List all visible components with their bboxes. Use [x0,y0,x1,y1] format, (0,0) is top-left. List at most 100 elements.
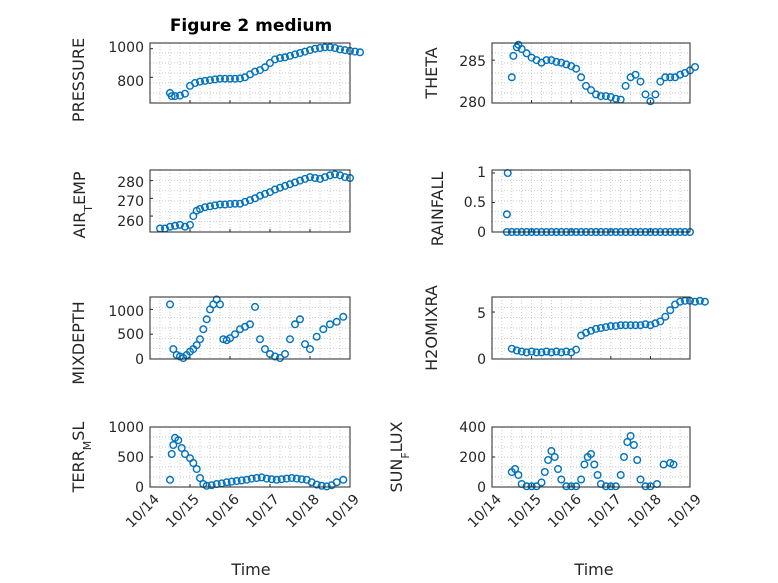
data-point [235,199,244,208]
panel-h2omixra: 0 5 H2OMIXRA [422,285,709,371]
data-point [170,221,179,230]
data-point [641,482,650,491]
y-axis-label: PRESSURE [69,38,88,122]
data-point [507,344,516,353]
data-point [532,348,541,357]
marks [165,43,365,101]
data-point [522,348,531,357]
x-axis-label-left: Time [230,560,270,579]
data-point [165,300,174,309]
data-point [661,312,670,321]
data-point [232,477,241,486]
marks [165,295,348,363]
y-axis-label: RAINFALL [428,172,447,247]
data-point [256,191,265,200]
data-point [623,438,632,447]
data-point [552,347,561,356]
data-point [580,460,589,469]
ytick-label: 0 [477,480,486,496]
data-point [646,321,655,330]
data-point [222,478,231,487]
data-point [601,482,610,491]
data-point [606,482,615,491]
data-point [322,482,331,491]
data-point [676,297,685,306]
data-point [286,51,295,60]
ylabel-subscript: M [81,441,94,451]
data-point [587,326,596,335]
data-point [691,297,700,306]
data-point [220,74,229,83]
data-point [317,481,326,490]
data-point [527,347,536,356]
data-point [250,67,259,76]
y-axis-label: AIRTEMP [70,171,95,238]
data-point [180,222,189,231]
y-axis-label: TERRMSL [69,422,94,494]
ylabel-rest: LUX [387,421,406,452]
data-point [199,325,208,334]
data-point [175,220,184,229]
data-point [527,482,536,491]
data-point [626,432,635,441]
y-axis-label: THETA [422,47,441,99]
ytick-label: 280 [459,95,486,111]
marks [155,170,355,233]
data-point [252,474,261,483]
data-point [177,444,186,453]
data-point [237,476,246,485]
data-point [547,447,556,456]
data-point [326,171,335,180]
data-point [592,324,601,333]
data-point [276,183,285,192]
data-point [656,77,665,86]
data-point [271,55,280,64]
xtick-label: 10/16 [545,491,585,531]
data-point [190,78,199,87]
data-point [542,56,551,65]
data-point [550,453,559,462]
data-point [180,450,189,459]
data-point [577,475,586,484]
data-point [636,321,645,330]
ytick-label: 500 [117,450,144,466]
ytick-label: 1000 [108,304,144,320]
data-point [341,46,350,55]
data-point [267,475,276,484]
data-point [572,345,581,354]
data-point [514,471,523,480]
data-point [245,320,254,329]
data-point [651,319,660,328]
data-point [633,456,642,465]
data-point [291,50,300,59]
data-point [542,347,551,356]
data-point [695,296,704,305]
data-point [205,76,214,85]
data-point [547,348,556,357]
axes-border [491,42,691,104]
data-point [676,70,685,79]
data-point [227,477,236,486]
data-point [646,97,655,106]
data-point [301,174,310,183]
data-point [562,347,571,356]
data-point [577,73,586,82]
data-point [339,475,348,484]
data-point [235,74,244,83]
data-point [195,474,204,483]
data-point [296,176,305,185]
data-point [312,332,321,341]
ytick-label: 285 [459,54,486,70]
ytick-label: 0 [135,352,144,368]
data-point [331,170,340,179]
data-point [287,474,296,483]
data-point [616,321,625,330]
data-point [522,49,531,58]
data-point [311,173,320,182]
data-point [621,81,630,90]
ylabel-subscript: T [82,205,95,213]
x-tick-labels-right: 10/14 10/15 10/16 10/17 10/18 10/19 [465,491,705,531]
data-point [336,45,345,54]
data-point [281,181,290,190]
data-point [167,450,176,459]
